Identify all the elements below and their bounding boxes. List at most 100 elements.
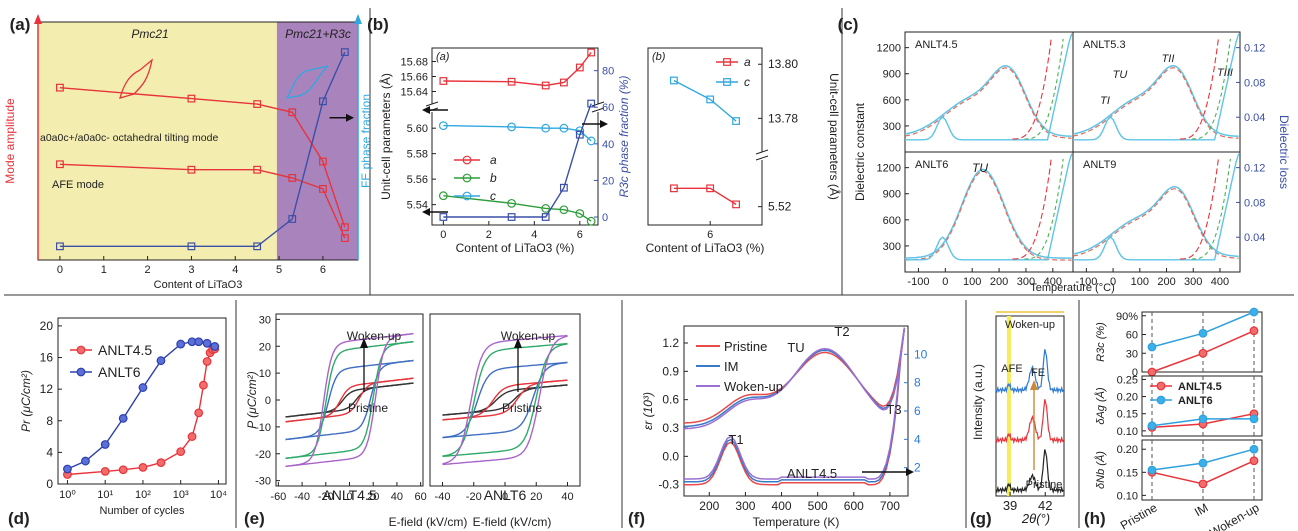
- y-tick-label: 600: [883, 95, 901, 107]
- y-tick-label: 0.15: [1117, 467, 1138, 479]
- afe-highlight: [1006, 316, 1011, 496]
- annotation-text: Woken-up: [1005, 319, 1055, 331]
- data-point: [1249, 414, 1259, 424]
- series-line: [443, 103, 592, 218]
- phase-region-pmc21: [38, 22, 277, 260]
- y-tick-label: 8: [46, 414, 53, 428]
- hysteresis-sketch: [285, 65, 329, 99]
- transition-marker: TI: [1100, 95, 1110, 107]
- data-point: [575, 209, 585, 218]
- y-tick-label: -20: [255, 449, 271, 461]
- loss-curve: [684, 327, 906, 480]
- x-tick-label: -60: [270, 491, 286, 503]
- x-tick-label: 400: [772, 499, 792, 513]
- legend-label: IM: [724, 359, 738, 374]
- hysteresis-loop: [442, 335, 568, 466]
- transition-marker: TU: [1113, 69, 1128, 81]
- x-axis-label: Temperature (K): [753, 515, 840, 529]
- y-tick-label: 900: [883, 69, 901, 81]
- dielectric-loss-curve: [1179, 38, 1219, 140]
- arrow-head: [1030, 380, 1038, 390]
- x-tick-label: IM: [1192, 500, 1211, 519]
- data-point: [438, 191, 448, 201]
- panel-label: (e): [244, 509, 265, 528]
- y-tick-label: 0: [46, 477, 53, 491]
- y-axis-label: Mode amplitude: [3, 98, 17, 184]
- x-tick-label: 39: [1003, 498, 1017, 513]
- y-axis-label: εr (10³): [641, 392, 655, 430]
- annotation-text: Woken-up: [347, 329, 402, 343]
- x-tick-label: 10⁴: [210, 489, 227, 501]
- x-tick-label: 200: [990, 276, 1008, 288]
- x-tick-label: 600: [844, 499, 864, 513]
- data-point: [340, 48, 349, 56]
- x-tick-label: 0: [942, 276, 948, 288]
- x-tick-label: -20: [466, 491, 482, 503]
- x-tick-label: 400: [1211, 276, 1229, 288]
- x-axis-label: Number of cycles: [100, 505, 185, 517]
- data-point: [1249, 326, 1259, 336]
- data-point: [559, 205, 569, 215]
- data-point: [575, 130, 584, 139]
- arrow-head: [346, 113, 354, 122]
- y-tick-label: 90%: [1116, 311, 1138, 323]
- data-point: [138, 383, 148, 392]
- data-point: [202, 357, 212, 366]
- y-tick-label: 300: [883, 121, 901, 133]
- y-tick-label-right: 13.78: [768, 111, 798, 125]
- y-tick-label: 300: [883, 241, 901, 253]
- y-tick-label: 0.25: [1117, 374, 1138, 386]
- legend-label: ANLT6: [98, 364, 141, 380]
- y-tick-label: 60: [1126, 330, 1138, 342]
- arrow-head: [600, 120, 608, 128]
- y-tick-label-right: 0.08: [1244, 77, 1265, 89]
- x-tick-label: 4: [531, 229, 537, 241]
- legend-label: c: [744, 75, 750, 89]
- data-point: [1147, 367, 1157, 377]
- x-tick-label: 200: [1157, 276, 1175, 288]
- y-tick-label: 20: [259, 341, 271, 353]
- y-tick-label: 20: [40, 319, 54, 333]
- y-tick-label: 12: [40, 382, 54, 396]
- x-tick-label: 400: [1044, 276, 1062, 288]
- legend-label: Woken-up: [724, 379, 783, 394]
- x-tick-label: 10¹: [97, 489, 113, 501]
- dielectric-loss-curve: [1191, 158, 1231, 260]
- x-tick-label: 6: [707, 229, 713, 241]
- data-point: [507, 213, 516, 221]
- subplot-label: ANLT6: [915, 159, 948, 171]
- y-tick-label: -0.3: [658, 478, 679, 492]
- x-tick-label: 42: [1038, 498, 1052, 513]
- plot-frame: [995, 315, 1065, 497]
- legend-marker: [723, 58, 731, 66]
- panel-label: (c): [838, 15, 859, 34]
- axis-break-mask: [426, 104, 438, 112]
- x-axis-label: E-field (kV/cm): [473, 515, 552, 529]
- data-point: [1147, 465, 1157, 475]
- data-point: [176, 447, 186, 456]
- hysteresis-loop: [285, 341, 414, 459]
- panel-label: (f): [628, 509, 645, 528]
- x-tick-label: 100: [963, 276, 981, 288]
- axis-break: [591, 107, 605, 113]
- series-line: [59, 163, 346, 239]
- y-tick-label: 4: [46, 445, 53, 459]
- dielectric-loss-curve: [1012, 158, 1052, 260]
- y-tick-label: 10: [259, 368, 271, 380]
- y-tick-label-right: 0.12: [1244, 163, 1265, 175]
- hysteresis-sketch: [119, 58, 153, 99]
- x-axis-label: 2θ(°): [1021, 511, 1050, 526]
- data-point: [210, 342, 220, 351]
- y-axis-label: Pr (μC/cm²): [19, 370, 33, 432]
- x-tick-label: 0: [346, 491, 352, 503]
- data-point: [187, 94, 196, 103]
- left-axis-arrow: [34, 14, 42, 24]
- data-point: [56, 242, 64, 251]
- x-tick-label: 500: [808, 499, 828, 513]
- hysteresis-loop: [442, 334, 568, 465]
- dielectric-constant-curve: [1072, 188, 1239, 259]
- x-tick-label: 6: [577, 229, 583, 241]
- data-point: [100, 440, 110, 449]
- arrow-head: [360, 338, 368, 348]
